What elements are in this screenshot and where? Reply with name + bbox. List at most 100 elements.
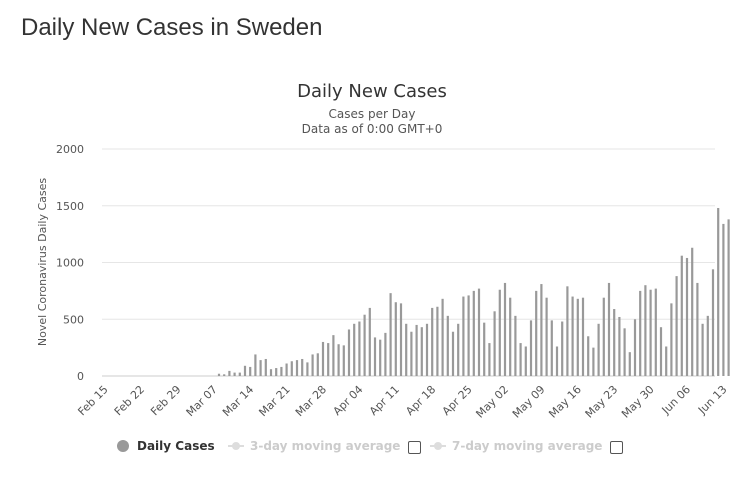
bar[interactable]	[607, 282, 611, 376]
bar[interactable]	[394, 302, 397, 376]
bar[interactable]	[451, 331, 455, 376]
bar[interactable]	[571, 296, 574, 376]
bar[interactable]	[639, 290, 642, 377]
bar[interactable]	[217, 373, 221, 376]
bar[interactable]	[327, 343, 330, 376]
bar[interactable]	[633, 319, 637, 376]
bar[interactable]	[384, 332, 387, 376]
bar[interactable]	[576, 298, 579, 376]
bar[interactable]	[249, 366, 252, 376]
bar[interactable]	[399, 303, 403, 376]
bar[interactable]	[665, 346, 668, 376]
bar[interactable]	[233, 372, 236, 376]
bar[interactable]	[691, 247, 694, 376]
bar[interactable]	[545, 297, 548, 376]
bar[interactable]	[581, 297, 585, 376]
bar[interactable]	[254, 354, 257, 376]
bar[interactable]	[243, 365, 247, 376]
bar[interactable]	[623, 328, 626, 376]
bar[interactable]	[722, 223, 725, 376]
bar[interactable]	[306, 362, 309, 376]
bar[interactable]	[431, 307, 434, 376]
bar[interactable]	[644, 285, 647, 376]
bar[interactable]	[441, 298, 444, 376]
bar[interactable]	[405, 323, 408, 376]
bar[interactable]	[519, 343, 522, 376]
legend-item-3-day-average[interactable]: 3-day moving average	[228, 436, 400, 456]
bar[interactable]	[493, 311, 496, 376]
bar[interactable]	[275, 368, 278, 376]
bar[interactable]	[379, 339, 382, 376]
bar[interactable]	[592, 347, 595, 377]
bar[interactable]	[259, 360, 262, 376]
bar[interactable]	[311, 354, 314, 376]
bar[interactable]	[337, 344, 340, 376]
bar[interactable]	[358, 321, 361, 376]
bar[interactable]	[415, 324, 418, 376]
bar[interactable]	[701, 323, 704, 376]
bar[interactable]	[483, 322, 486, 376]
bar[interactable]	[488, 343, 491, 376]
legend-item-daily-cases[interactable]: Daily Cases	[117, 436, 215, 456]
checkbox-3-day-average[interactable]	[408, 441, 421, 454]
bar[interactable]	[561, 321, 564, 376]
bar[interactable]	[618, 316, 621, 376]
bar[interactable]	[373, 337, 377, 376]
bar[interactable]	[535, 290, 538, 377]
bar[interactable]	[727, 219, 730, 376]
bar[interactable]	[675, 276, 678, 376]
bar[interactable]	[462, 296, 465, 376]
bar[interactable]	[550, 320, 553, 376]
bar[interactable]	[280, 366, 283, 376]
bar[interactable]	[472, 290, 475, 377]
bar[interactable]	[685, 257, 689, 376]
bar[interactable]	[457, 323, 460, 376]
bar[interactable]	[540, 284, 543, 376]
bar[interactable]	[498, 289, 501, 376]
bar[interactable]	[368, 307, 371, 376]
bar[interactable]	[420, 327, 423, 376]
bar[interactable]	[223, 374, 226, 376]
bar[interactable]	[628, 352, 631, 376]
bar[interactable]	[659, 327, 663, 376]
bar[interactable]	[264, 358, 267, 376]
bar[interactable]	[587, 336, 590, 376]
bar[interactable]	[332, 335, 335, 376]
bar[interactable]	[680, 255, 683, 376]
bar[interactable]	[285, 363, 288, 376]
bar[interactable]	[425, 323, 429, 376]
bar[interactable]	[477, 288, 481, 376]
bar[interactable]	[524, 346, 527, 376]
bar[interactable]	[238, 372, 241, 376]
bar[interactable]	[295, 360, 299, 376]
bar[interactable]	[555, 346, 559, 376]
bar[interactable]	[316, 353, 319, 376]
bar[interactable]	[706, 315, 709, 376]
bar[interactable]	[649, 289, 652, 376]
bar[interactable]	[347, 329, 351, 376]
bar[interactable]	[529, 320, 533, 376]
bar[interactable]	[410, 331, 413, 376]
bar[interactable]	[566, 286, 569, 376]
bar[interactable]	[696, 282, 699, 376]
checkbox-7-day-average[interactable]	[610, 441, 623, 454]
bar[interactable]	[228, 370, 231, 376]
bar[interactable]	[613, 309, 616, 376]
bar[interactable]	[597, 323, 600, 376]
bar[interactable]	[363, 314, 366, 376]
bar[interactable]	[509, 297, 512, 376]
bar[interactable]	[717, 208, 720, 376]
bar[interactable]	[353, 323, 356, 376]
bar[interactable]	[321, 341, 325, 376]
bar[interactable]	[711, 269, 715, 376]
bar[interactable]	[290, 361, 293, 376]
bar[interactable]	[467, 295, 470, 376]
bar[interactable]	[654, 288, 657, 376]
bar[interactable]	[436, 306, 439, 376]
bar[interactable]	[269, 369, 273, 376]
bar[interactable]	[446, 315, 449, 376]
bar[interactable]	[670, 303, 673, 376]
legend-item-7-day-average[interactable]: 7-day moving average	[430, 436, 602, 456]
bar[interactable]	[602, 297, 605, 376]
bar[interactable]	[301, 358, 304, 376]
